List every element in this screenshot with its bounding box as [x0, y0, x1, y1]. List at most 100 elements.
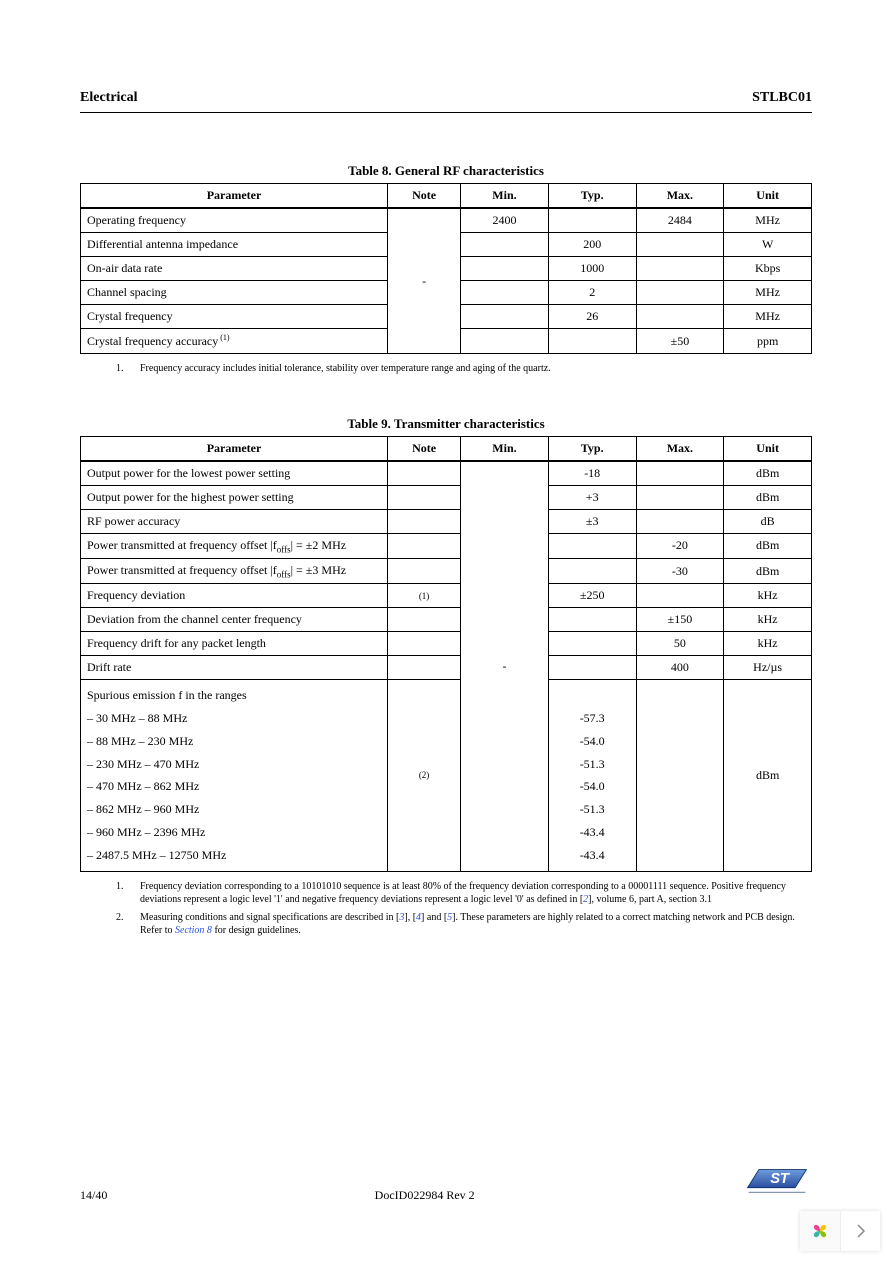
cell-note — [388, 533, 461, 558]
cell-min — [461, 257, 549, 281]
footnote-text: Frequency deviation corresponding to a 1… — [140, 880, 812, 907]
cell-unit: dBm — [724, 485, 812, 509]
cell-max — [636, 485, 724, 509]
page-header: Electrical STLBC01 — [80, 90, 812, 113]
cell-max: 2484 — [636, 208, 724, 233]
cell-max: 400 — [636, 656, 724, 680]
header-section: Electrical — [80, 90, 138, 106]
cell-max — [636, 584, 724, 608]
footnote-num: 1. — [116, 362, 130, 376]
cell-typ — [548, 558, 636, 583]
col-parameter: Parameter — [81, 184, 388, 209]
cell-parameter: Output power for the highest power setti… — [81, 485, 388, 509]
cell-note — [388, 608, 461, 632]
st-logo: S T — [742, 1165, 812, 1203]
cell-note — [388, 461, 461, 486]
cell-unit: dBm — [724, 680, 812, 871]
svg-text:S: S — [770, 1171, 780, 1187]
footnote-num: 1. — [116, 880, 130, 907]
footnote: 1. Frequency deviation corresponding to a… — [116, 880, 812, 907]
table9: Parameter Note Min. Typ. Max. Unit Outpu… — [80, 436, 812, 872]
cell-note — [388, 509, 461, 533]
cell-min — [461, 281, 549, 305]
footnote-text: Measuring conditions and signal specific… — [140, 911, 812, 938]
cell-unit: kHz — [724, 584, 812, 608]
cell-max: -20 — [636, 533, 724, 558]
col-typ: Typ. — [548, 436, 636, 461]
cell-unit: W — [724, 233, 812, 257]
cell-unit: kHz — [724, 632, 812, 656]
cell-typ: -57.3-54.0-51.3-54.0-51.3-43.4-43.4 — [548, 680, 636, 871]
viewer-logo-button[interactable] — [800, 1211, 840, 1251]
cell-typ — [548, 208, 636, 233]
table-row: Output power for the highest power setti… — [81, 485, 812, 509]
doc-id: DocID022984 Rev 2 — [375, 1188, 475, 1203]
table9-title: Table 9. Transmitter characteristics — [80, 416, 812, 432]
col-max: Max. — [636, 184, 724, 209]
cell-typ: 1000 — [548, 257, 636, 281]
cell-max: ±150 — [636, 608, 724, 632]
cell-parameter: Deviation from the channel center freque… — [81, 608, 388, 632]
reference-link[interactable]: 4 — [416, 912, 421, 923]
flower-icon — [809, 1220, 831, 1242]
cell-typ — [548, 533, 636, 558]
reference-link[interactable]: 5 — [447, 912, 452, 923]
cell-parameter: RF power accuracy — [81, 509, 388, 533]
cell-unit: Hz/µs — [724, 656, 812, 680]
cell-parameter: On-air data rate — [81, 257, 388, 281]
cell-unit: dBm — [724, 558, 812, 583]
cell-unit: dBm — [724, 461, 812, 486]
cell-parameter: Output power for the lowest power settin… — [81, 461, 388, 486]
document-page: Electrical STLBC01 Table 8. General RF c… — [0, 0, 892, 1263]
cell-typ — [548, 632, 636, 656]
cell-unit: Kbps — [724, 257, 812, 281]
table-row: RF power accuracy±3dB — [81, 509, 812, 533]
cell-typ — [548, 329, 636, 354]
col-unit: Unit — [724, 436, 812, 461]
reference-link[interactable]: 3 — [399, 912, 404, 923]
col-unit: Unit — [724, 184, 812, 209]
cell-unit: dB — [724, 509, 812, 533]
cell-parameter: Frequency deviation — [81, 584, 388, 608]
table8-footnotes: 1. Frequency accuracy includes initial t… — [80, 354, 812, 376]
cell-note — [388, 632, 461, 656]
reference-link[interactable]: Section 8 — [175, 925, 212, 936]
table9-header-row: Parameter Note Min. Typ. Max. Unit — [81, 436, 812, 461]
cell-typ: 2 — [548, 281, 636, 305]
cell-unit: ppm — [724, 329, 812, 354]
table-row: Power transmitted at frequency offset |f… — [81, 533, 812, 558]
col-max: Max. — [636, 436, 724, 461]
table-row: Frequency deviation(1)±250kHz — [81, 584, 812, 608]
cell-min — [461, 233, 549, 257]
cell-parameter: Frequency drift for any packet length — [81, 632, 388, 656]
cell-note: (2) — [388, 680, 461, 871]
viewer-next-button[interactable] — [840, 1211, 880, 1251]
table-row: Output power for the lowest power settin… — [81, 461, 812, 486]
cell-max — [636, 281, 724, 305]
header-device: STLBC01 — [752, 90, 812, 106]
cell-max — [636, 509, 724, 533]
footnote: 2.Measuring conditions and signal specif… — [116, 911, 812, 938]
cell-parameter: Spurious emission f in the ranges– 30 MH… — [81, 680, 388, 871]
table8: Parameter Note Min. Typ. Max. Unit Opera… — [80, 183, 812, 354]
col-min: Min. — [461, 436, 549, 461]
cell-parameter: Differential antenna impedance — [81, 233, 388, 257]
reference-link[interactable]: 2 — [583, 894, 588, 905]
cell-min: 2400 — [461, 208, 549, 233]
viewer-nav-overlay — [800, 1211, 880, 1251]
cell-note — [388, 656, 461, 680]
cell-typ — [548, 656, 636, 680]
table9-footnotes: 1. Frequency deviation corresponding to a… — [80, 872, 812, 938]
cell-note: (1) — [388, 584, 461, 608]
table-row: Deviation from the channel center freque… — [81, 608, 812, 632]
cell-typ: 200 — [548, 233, 636, 257]
cell-min — [461, 329, 549, 354]
cell-parameter: Channel spacing — [81, 281, 388, 305]
cell-typ: +3 — [548, 485, 636, 509]
col-min: Min. — [461, 184, 549, 209]
cell-min: - — [461, 461, 549, 872]
table-row: Power transmitted at frequency offset |f… — [81, 558, 812, 583]
table8-header-row: Parameter Note Min. Typ. Max. Unit — [81, 184, 812, 209]
page-footer: 14/40 DocID022984 Rev 2 S T — [80, 1165, 812, 1203]
cell-parameter: Operating frequency — [81, 208, 388, 233]
